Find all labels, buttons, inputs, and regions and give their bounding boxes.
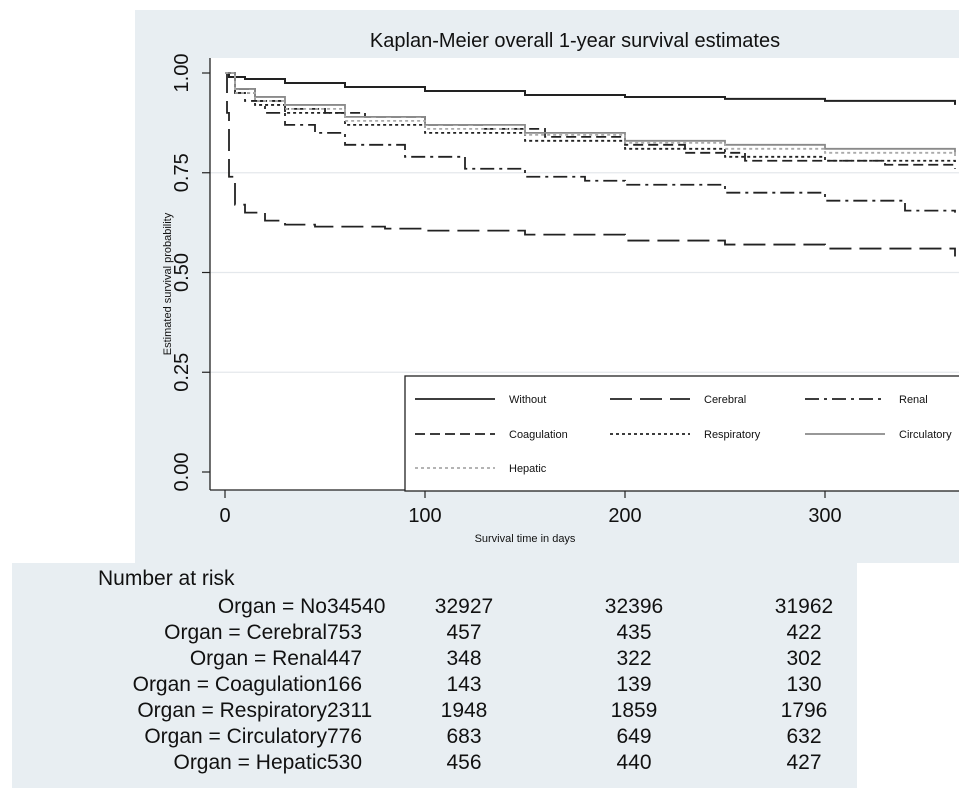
risk-row-value: 139 xyxy=(616,673,652,696)
risk-row-label: Organ = Circulatory xyxy=(144,725,327,748)
risk-row-baseline: 34540 xyxy=(327,595,386,618)
risk-row: Organ = Respiratory 2311 1948 1859 1796 xyxy=(12,699,857,725)
legend-label-without: Without xyxy=(509,394,546,406)
risk-row-baseline: 2311 xyxy=(327,699,373,722)
legend-label-coagulation: Coagulation xyxy=(509,429,568,441)
risk-row-value: 130 xyxy=(786,673,822,696)
series-line-circulatory xyxy=(225,72,956,153)
risk-row-baseline: 753 xyxy=(327,621,363,644)
chart-title: Kaplan-Meier overall 1-year survival est… xyxy=(370,30,780,52)
risk-row-value: 143 xyxy=(446,673,482,696)
y-tick-label: 0.25 xyxy=(171,353,193,392)
risk-row-value: 456 xyxy=(446,751,482,774)
risk-row: Organ = Cerebral 753 457 435 422 xyxy=(12,621,857,647)
risk-row-value: 322 xyxy=(616,647,652,670)
risk-row-value: 649 xyxy=(616,725,652,748)
risk-row: Organ = No 34540 32927 32396 31962 xyxy=(12,595,857,621)
risk-row: Organ = Renal 447 348 322 302 xyxy=(12,647,857,673)
risk-table: Number at risk Organ = No 34540 32927 32396… xyxy=(12,563,857,788)
risk-row-value: 632 xyxy=(786,725,822,748)
x-tick-label: 200 xyxy=(608,505,641,527)
risk-row-value: 32927 xyxy=(434,595,494,618)
risk-row-value: 1796 xyxy=(780,699,828,722)
risk-row-value: 31962 xyxy=(774,595,834,618)
legend-label-renal: Renal xyxy=(899,394,928,406)
risk-row-label: Organ = No xyxy=(217,595,327,618)
risk-row-label: Organ = Respiratory xyxy=(137,699,327,722)
risk-row-label: Organ = Coagulation xyxy=(132,673,327,696)
risk-row-value: 348 xyxy=(446,647,482,670)
risk-row-label: Organ = Cerebral xyxy=(164,621,327,644)
km-chart: Kaplan-Meier overall 1-year survival est… xyxy=(162,30,959,545)
x-axis-label: Survival time in days xyxy=(475,533,576,545)
series-line-cerebral xyxy=(225,72,956,257)
risk-row-value: 435 xyxy=(616,621,652,644)
risk-row-label: Organ = Renal xyxy=(189,647,327,670)
legend-label-cerebral: Cerebral xyxy=(704,394,746,406)
legend-label-hepatic: Hepatic xyxy=(509,463,547,475)
risk-row-value: 1859 xyxy=(610,699,658,722)
risk-row-value: 422 xyxy=(786,621,822,644)
y-tick-label: 0.00 xyxy=(171,453,193,492)
risk-row-baseline: 166 xyxy=(327,673,363,696)
y-tick-label: 0.50 xyxy=(171,253,193,292)
series-line-respiratory xyxy=(225,72,956,165)
risk-row-value: 440 xyxy=(616,751,652,774)
risk-row-value: 302 xyxy=(786,647,822,670)
risk-row-value: 32396 xyxy=(604,595,664,618)
legend-label-circulatory: Circulatory xyxy=(899,429,952,441)
risk-row-value: 427 xyxy=(786,751,822,774)
series-line-coagulation xyxy=(225,72,956,169)
risk-row: Organ = Hepatic 530 456 440 427 xyxy=(12,751,857,777)
x-tick-label: 0 xyxy=(219,505,230,527)
risk-row-value: 457 xyxy=(446,621,482,644)
risk-row-value: 683 xyxy=(446,725,482,748)
risk-row-baseline: 530 xyxy=(327,751,363,774)
risk-row-value: 1948 xyxy=(440,699,488,722)
x-tick-label: 100 xyxy=(408,505,441,527)
series-line-hepatic xyxy=(225,72,956,157)
chart-panel: Kaplan-Meier overall 1-year survival est… xyxy=(135,10,959,563)
risk-row-baseline: 776 xyxy=(327,725,363,748)
series-line-without xyxy=(225,72,956,105)
risk-row: Organ = Circulatory 776 683 649 632 xyxy=(12,725,857,751)
y-axis-label: Estimated survival probability xyxy=(162,212,174,355)
risk-row-baseline: 447 xyxy=(327,647,363,670)
y-tick-label: 1.00 xyxy=(171,54,193,93)
risk-row: Organ = Coagulation 166 143 139 130 xyxy=(12,673,857,699)
risk-row-label: Organ = Hepatic xyxy=(173,751,327,774)
y-tick-label: 0.75 xyxy=(171,153,193,192)
risk-table-title: Number at risk xyxy=(98,567,235,590)
x-tick-label: 300 xyxy=(808,505,841,527)
legend-label-respiratory: Respiratory xyxy=(704,429,761,441)
